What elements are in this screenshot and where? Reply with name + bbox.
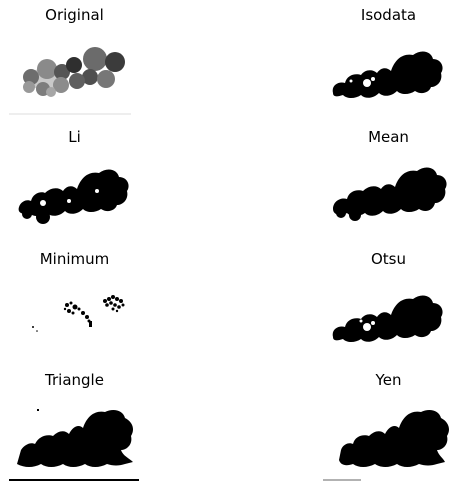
panel-title-mean: Mean — [321, 127, 456, 147]
panel-title-otsu: Otsu — [321, 249, 456, 269]
panel-title-triangle: Triangle — [7, 370, 142, 390]
image-triangle — [7, 394, 142, 486]
panel-title-yen: Yen — [321, 370, 456, 390]
image-minimum — [7, 273, 142, 365]
image-mean — [321, 151, 456, 243]
image-yen — [321, 394, 456, 486]
image-original — [7, 29, 142, 121]
image-li — [7, 151, 142, 243]
panel-title-li: Li — [7, 127, 142, 147]
panel-title-original: Original — [7, 5, 142, 25]
panel-title-minimum: Minimum — [7, 249, 142, 269]
panel-title-isodata: Isodata — [321, 5, 456, 25]
image-isodata — [321, 29, 456, 121]
image-otsu — [321, 273, 456, 365]
